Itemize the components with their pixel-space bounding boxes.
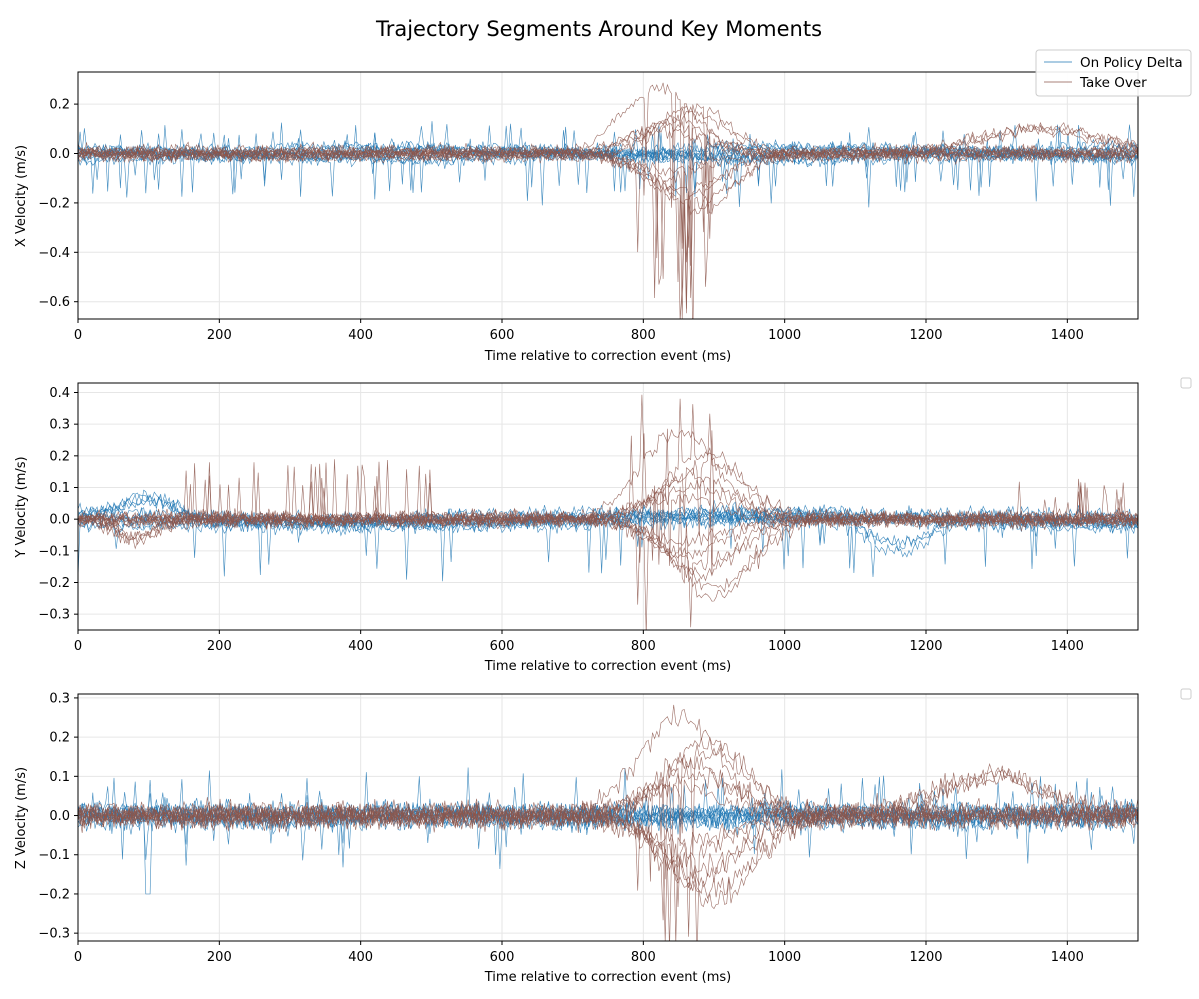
x-axis-label: Time relative to correction event (ms) — [484, 659, 732, 674]
take-over-trace — [78, 141, 1138, 314]
take-over-trace — [78, 462, 1138, 547]
y-axis-label: Z Velocity (m/s) — [14, 767, 29, 869]
x-tick-label: 600 — [490, 950, 515, 965]
y-tick-label: −0.2 — [38, 887, 70, 902]
y-tick-label: 0.1 — [49, 481, 70, 496]
on-policy-trace — [78, 132, 1138, 208]
take-over-trace — [78, 704, 1138, 831]
legend-label-take-over: Take Over — [1079, 75, 1147, 91]
legend: On Policy Delta Take Over — [1035, 49, 1192, 97]
x-tick-label: 200 — [207, 950, 232, 965]
take-over-trace — [78, 742, 1138, 880]
empty-legend-box — [1180, 688, 1192, 700]
take-over-trace — [78, 433, 1138, 575]
series-layer — [78, 394, 1138, 630]
x-tick-label: 1400 — [1051, 328, 1084, 343]
x-tick-label: 0 — [74, 639, 82, 654]
plot-frame — [77, 382, 1139, 631]
x-tick-label: 1000 — [768, 639, 801, 654]
y-tick-label: 0.0 — [49, 809, 70, 824]
take-over-trace — [78, 463, 1138, 602]
x-tick-label: 400 — [348, 639, 373, 654]
take-over-trace — [78, 798, 1138, 941]
x-tick-label: 1000 — [768, 950, 801, 965]
take-over-trace — [78, 398, 1138, 528]
x-tick-label: 800 — [631, 639, 656, 654]
y-tick-label: −0.6 — [38, 295, 70, 310]
take-over-trace — [78, 413, 1138, 537]
subplot-x-velocity: 0 200 400 600 800 1000 1200 1400 −0.6 −0.4 −0.2 0.0… — [14, 71, 1139, 364]
y-tick-label: −0.3 — [38, 608, 70, 623]
x-tick-label: 1000 — [768, 328, 801, 343]
take-over-trace — [78, 143, 1138, 287]
y-tick-label: 0.3 — [49, 691, 70, 706]
x-tick-label: 0 — [74, 328, 82, 343]
take-over-trace — [78, 143, 1138, 309]
x-tick-label: 400 — [348, 328, 373, 343]
y-tick-label: 0.2 — [49, 731, 70, 746]
y-tick-label: −0.1 — [38, 544, 70, 559]
take-over-trace — [78, 465, 1138, 628]
legend-label-on-policy: On Policy Delta — [1080, 55, 1183, 71]
y-tick-label: 0.0 — [49, 513, 70, 528]
take-over-trace — [78, 463, 1138, 593]
on-policy-trace — [78, 775, 1138, 895]
empty-legend-box — [1180, 377, 1192, 389]
y-tick-label: −0.2 — [38, 196, 70, 211]
y-tick-label: 0.4 — [49, 386, 70, 401]
x-tick-label: 200 — [207, 639, 232, 654]
series-layer — [78, 82, 1138, 319]
take-over-trace — [78, 435, 1138, 565]
x-tick-label: 1400 — [1051, 950, 1084, 965]
x-tick-label: 1400 — [1051, 639, 1084, 654]
plot-frame — [77, 71, 1139, 320]
on-policy-trace — [78, 489, 1138, 582]
y-tick-label: −0.2 — [38, 576, 70, 591]
take-over-trace — [78, 143, 1138, 298]
x-tick-label: 800 — [631, 950, 656, 965]
take-over-trace — [78, 798, 1138, 941]
x-axis-label: Time relative to correction event (ms) — [484, 970, 732, 985]
x-tick-label: 200 — [207, 328, 232, 343]
take-over-trace — [78, 143, 1138, 319]
take-over-trace — [78, 737, 1138, 832]
x-tick-label: 1200 — [909, 950, 942, 965]
y-tick-label: −0.1 — [38, 848, 70, 863]
plot-frame — [77, 693, 1139, 942]
take-over-trace — [78, 144, 1138, 319]
x-tick-label: 0 — [74, 950, 82, 965]
take-over-trace — [78, 799, 1138, 941]
y-tick-label: 0.2 — [49, 98, 70, 113]
x-tick-label: 1200 — [909, 639, 942, 654]
take-over-trace — [78, 103, 1138, 184]
x-tick-label: 600 — [490, 639, 515, 654]
y-axis-label: Y Velocity (m/s) — [14, 456, 29, 558]
take-over-trace — [78, 108, 1138, 208]
y-tick-label: 0.2 — [49, 449, 70, 464]
y-tick-label: 0.1 — [49, 770, 70, 785]
y-tick-label: −0.3 — [38, 927, 70, 942]
subplot-y-velocity: 0 200 400 600 800 1000 1200 1400 −0.3 −0.2 −0.1 0.0… — [14, 382, 1139, 674]
x-axis-label: Time relative to correction event (ms) — [484, 349, 732, 364]
series-layer — [78, 704, 1138, 941]
y-tick-label: −0.4 — [38, 246, 70, 261]
x-tick-label: 600 — [490, 328, 515, 343]
take-over-trace — [78, 82, 1138, 244]
y-tick-label: 0.0 — [49, 147, 70, 162]
y-axis-label: X Velocity (m/s) — [14, 145, 29, 247]
take-over-trace — [78, 766, 1138, 882]
x-tick-label: 400 — [348, 950, 373, 965]
take-over-trace — [78, 394, 1138, 546]
take-over-trace — [78, 121, 1138, 266]
take-over-trace — [78, 484, 1138, 630]
x-tick-label: 800 — [631, 328, 656, 343]
take-over-trace — [78, 428, 1138, 566]
subplot-z-velocity: 0 200 400 600 800 1000 1200 1400 −0.3 −0.2 −0.1 0.0… — [14, 691, 1139, 985]
y-tick-label: 0.3 — [49, 418, 70, 433]
x-tick-label: 1200 — [909, 328, 942, 343]
legend-box — [1035, 49, 1192, 97]
chart-title: Trajectory Segments Around Key Moments — [375, 17, 822, 41]
